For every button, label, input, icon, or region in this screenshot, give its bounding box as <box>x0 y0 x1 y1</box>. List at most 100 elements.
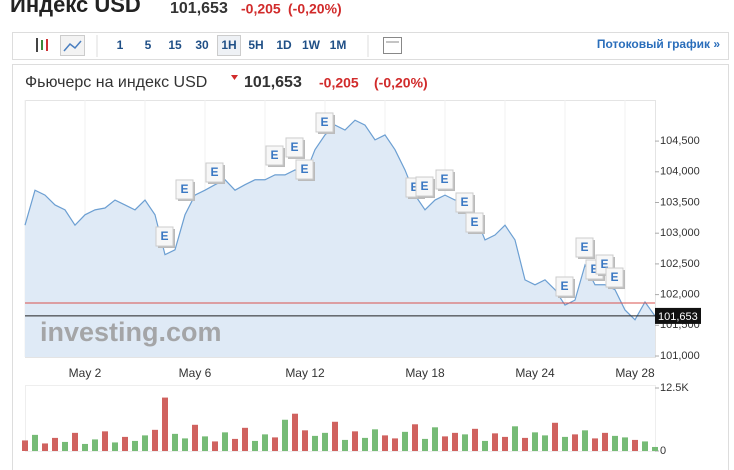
interval-button[interactable]: 1 <box>117 38 124 52</box>
interval-button[interactable]: 30 <box>195 38 209 52</box>
price-line <box>24 119 656 321</box>
panel-price: 101,653 <box>244 74 302 91</box>
event-label: E <box>180 182 188 196</box>
event-label: E <box>560 279 568 293</box>
event-label: E <box>420 179 428 193</box>
volume-bar <box>562 436 568 451</box>
volume-bar <box>22 440 28 451</box>
volume-bar <box>272 437 278 451</box>
table-icon[interactable] <box>383 37 402 54</box>
page-title: Индекс USD <box>10 0 141 17</box>
volume-bar <box>252 440 258 451</box>
volume-bar <box>452 432 458 451</box>
volume-bar <box>512 426 518 451</box>
interval-button[interactable]: 1H <box>221 38 236 52</box>
volume-bar <box>202 436 208 451</box>
x-tick-label: May 18 <box>405 366 445 380</box>
event-marker <box>295 159 314 180</box>
volume-bar <box>322 432 328 451</box>
watermark: investing.com <box>40 317 222 347</box>
x-tick-label: May 28 <box>615 366 655 380</box>
volume-bar <box>442 436 448 451</box>
event-label: E <box>440 172 448 186</box>
event-marker <box>175 179 194 200</box>
panel-title: Фьючерс на индекс USD <box>25 74 207 91</box>
y-tick-label: 102,500 <box>660 258 700 270</box>
volume-bar <box>432 427 438 451</box>
event-label: E <box>410 180 418 194</box>
last-price-label: 101,653 <box>658 311 698 323</box>
volume-bar <box>232 438 238 451</box>
active-interval-bg <box>217 35 241 56</box>
event-label: E <box>600 257 608 271</box>
header-change: -0,205 <box>241 1 281 17</box>
volume-bar <box>72 432 78 451</box>
x-tick-label: May 2 <box>69 366 102 380</box>
volume-bar <box>352 431 358 451</box>
volume-bar <box>302 430 308 451</box>
interval-button[interactable]: 5H <box>248 38 263 52</box>
volume-bar <box>382 435 388 451</box>
volume-bar <box>92 439 98 451</box>
volume-bar <box>62 441 68 451</box>
event-marker <box>435 169 454 190</box>
volume-bar <box>502 436 508 451</box>
last-price-box <box>655 307 701 324</box>
event-label: E <box>470 215 478 229</box>
volume-bar <box>142 435 148 451</box>
volume-bar <box>572 434 578 451</box>
event-label: E <box>460 195 468 209</box>
volume-area <box>25 385 656 452</box>
volume-bar <box>422 438 428 451</box>
volume-bar <box>312 435 318 451</box>
event-label: E <box>320 115 328 129</box>
volume-bar <box>192 424 198 451</box>
volume-bar <box>632 439 638 451</box>
volume-bar <box>112 442 118 451</box>
event-label: E <box>610 270 618 284</box>
event-marker <box>285 137 304 158</box>
volume-bar <box>222 432 228 451</box>
event-label: E <box>270 148 278 162</box>
event-marker <box>555 276 574 297</box>
volume-bar <box>642 441 648 451</box>
stream-link[interactable]: Потоковый график » <box>597 37 720 51</box>
event-marker <box>455 192 474 213</box>
volume-tick-label: 0 <box>660 445 666 457</box>
interval-button[interactable]: 5 <box>145 38 152 52</box>
volume-bar <box>212 441 218 451</box>
candle-icon[interactable] <box>36 38 48 52</box>
volume-bar <box>42 443 48 451</box>
event-label: E <box>290 140 298 154</box>
volume-bar <box>492 433 498 451</box>
volume-bar <box>152 429 158 451</box>
event-label: E <box>160 229 168 243</box>
volume-bar <box>292 413 298 451</box>
interval-button[interactable]: 1D <box>276 38 292 52</box>
volume-bar <box>182 438 188 451</box>
y-tick-label: 103,500 <box>660 196 700 208</box>
header-price: 101,653 <box>170 0 228 17</box>
event-marker <box>265 145 284 166</box>
event-marker <box>465 212 484 233</box>
interval-button[interactable]: 15 <box>168 38 182 52</box>
volume-tick-label: 12.5K <box>660 382 689 394</box>
volume-bar <box>372 429 378 451</box>
event-marker <box>415 176 434 197</box>
y-tick-label: 104,000 <box>660 166 700 178</box>
volume-bar <box>592 438 598 451</box>
volume-bar <box>412 424 418 451</box>
volume-bar <box>362 437 368 451</box>
panel-change: -0,205 <box>319 75 359 91</box>
event-marker <box>575 237 594 258</box>
interval-button[interactable]: 1W <box>302 38 321 52</box>
volume-bar <box>342 439 348 451</box>
area-fill <box>25 120 655 357</box>
interval-button[interactable]: 1M <box>330 38 347 52</box>
volume-bar <box>52 437 58 451</box>
panel-change-pct: (-0,20%) <box>374 75 428 91</box>
event-marker <box>155 226 174 247</box>
volume-bar <box>552 422 558 451</box>
volume-bar <box>462 434 468 451</box>
